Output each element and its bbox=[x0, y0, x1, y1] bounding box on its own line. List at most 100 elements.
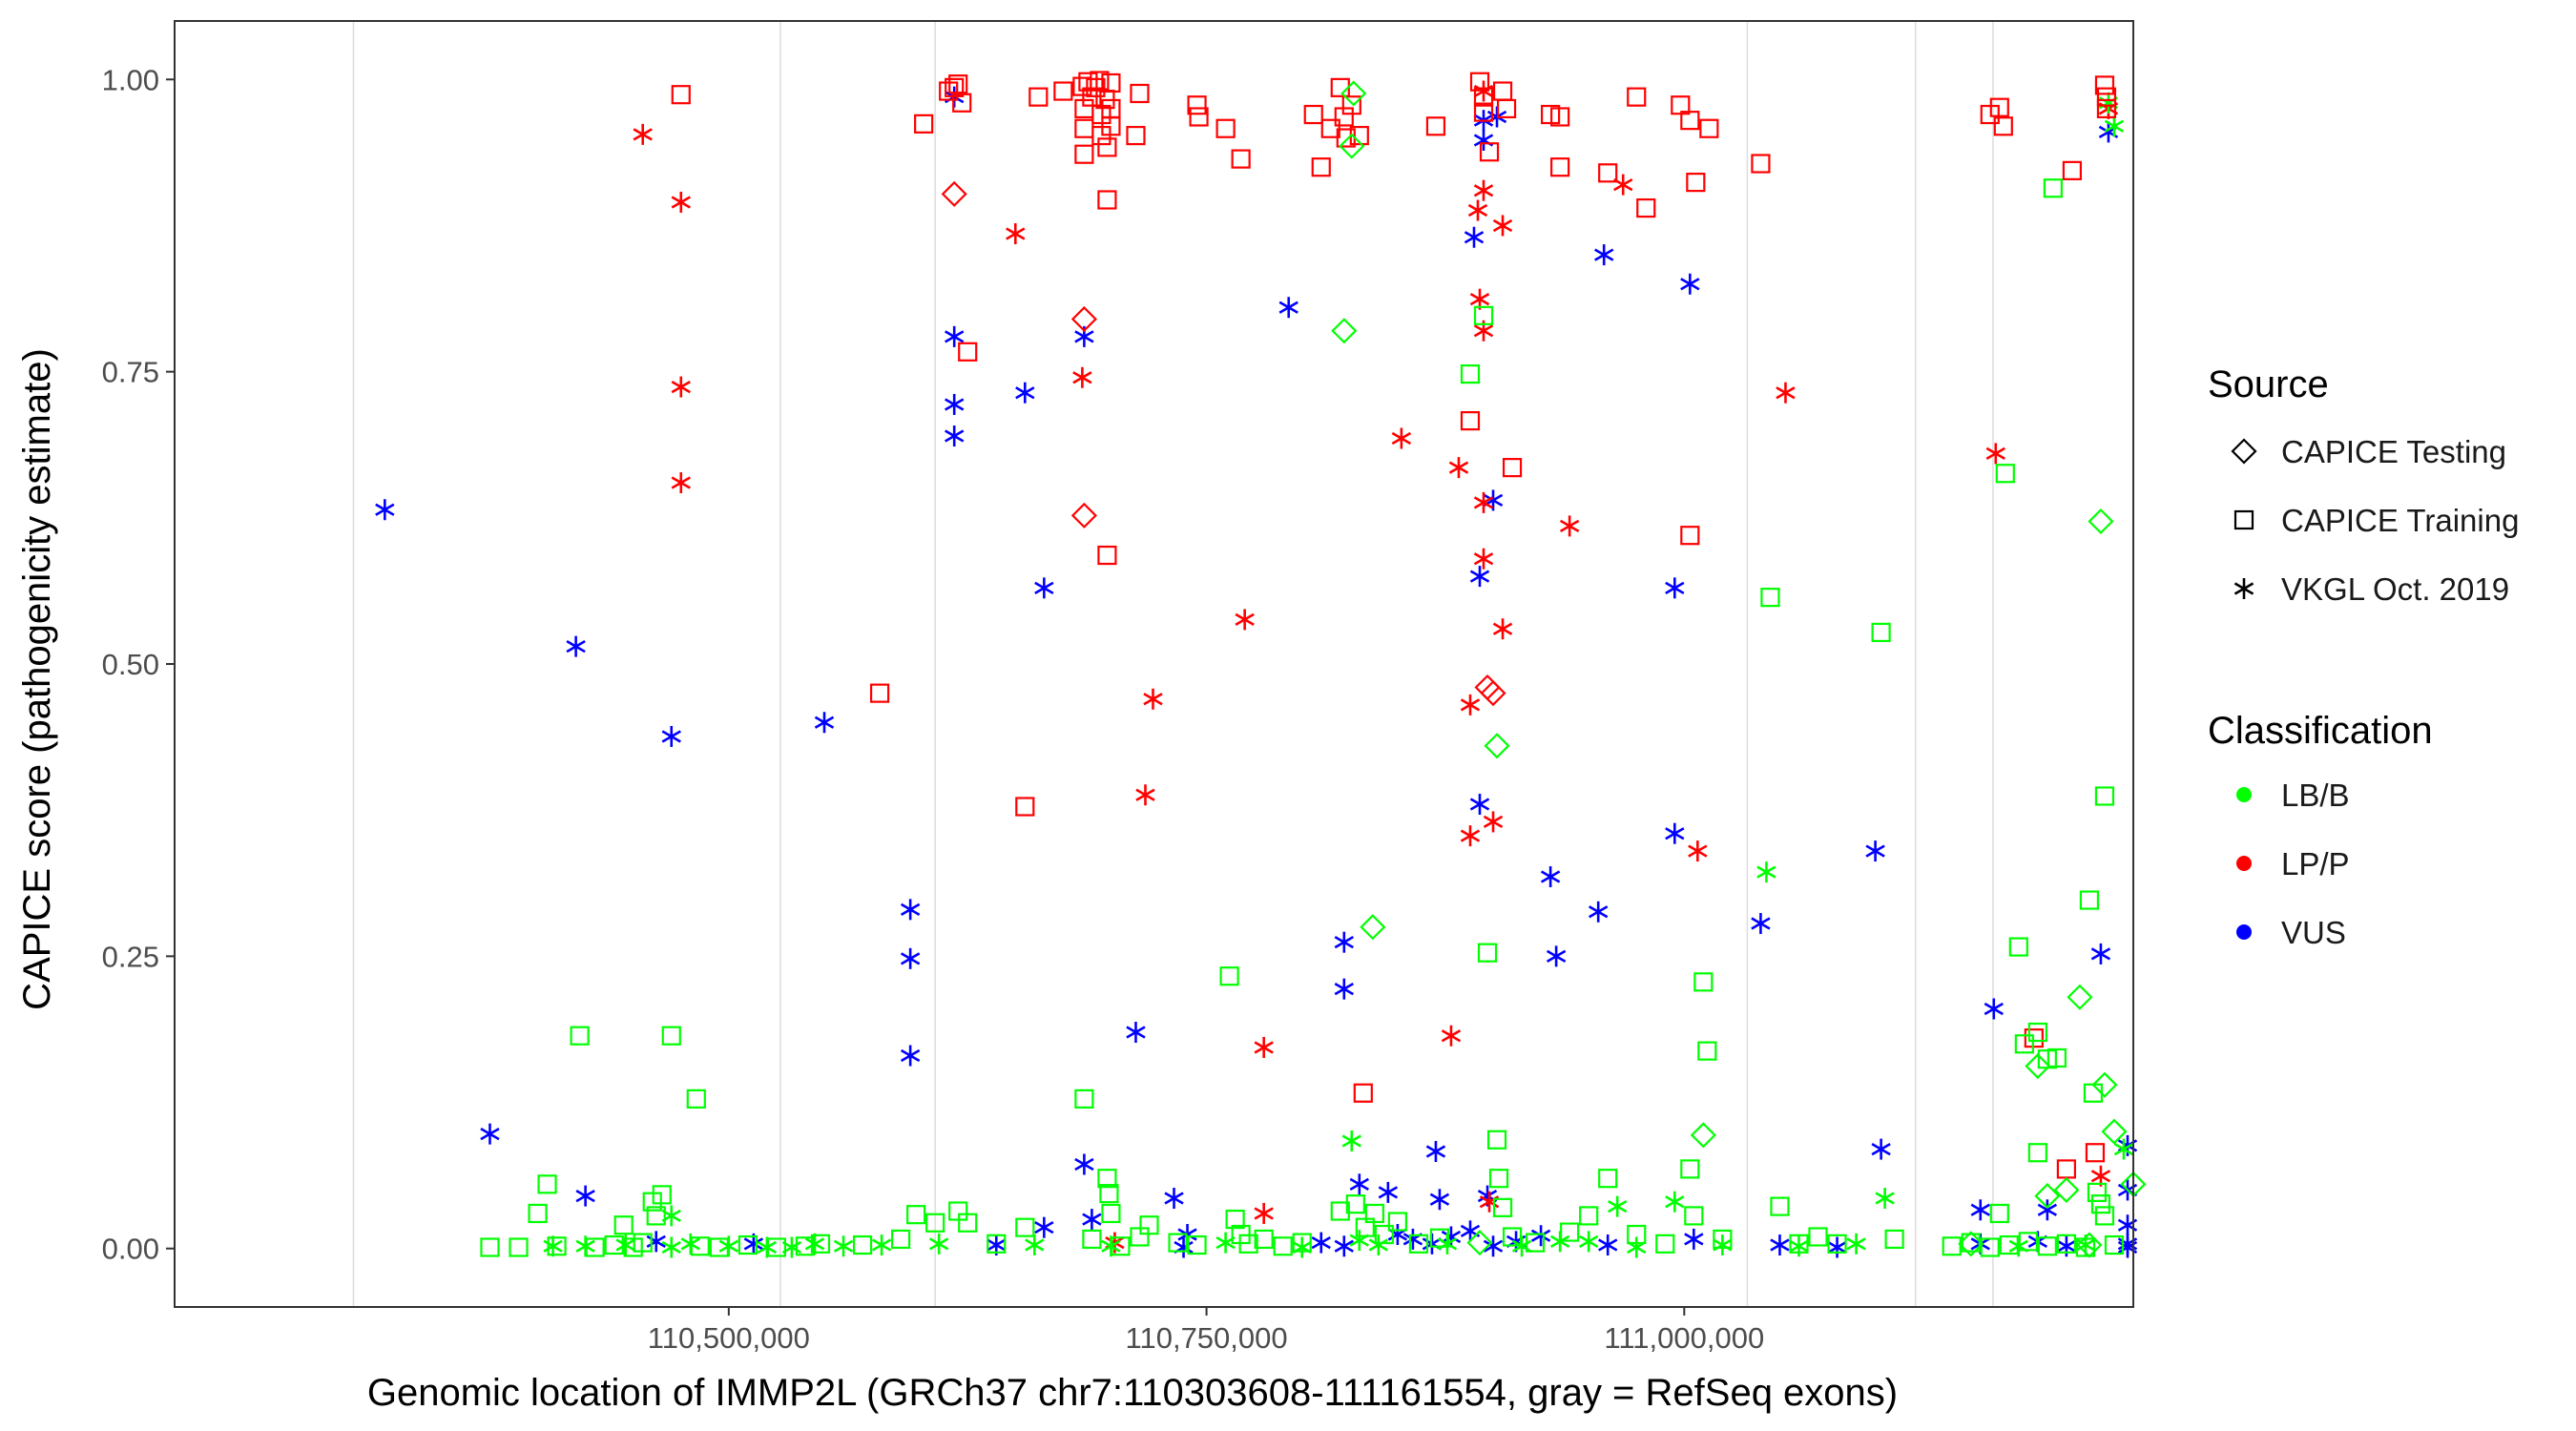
point-square-lbb bbox=[1015, 1217, 1035, 1237]
point-square-lbb bbox=[2027, 1022, 2047, 1043]
y-tick-label: 0.00 bbox=[102, 1233, 159, 1266]
point-square-lbb bbox=[1292, 1233, 1312, 1253]
point-square-lbb bbox=[570, 1026, 590, 1046]
point-square-lbb bbox=[1345, 1194, 1365, 1214]
point-asterisk-lpp bbox=[1448, 457, 1469, 479]
point-asterisk-vus bbox=[1429, 1189, 1450, 1211]
point-square-lpp bbox=[1469, 72, 1490, 92]
x-axis-title: Genomic location of IMMP2L (GRCh37 chr7:… bbox=[367, 1372, 1898, 1414]
legend-entry-lbb: LB/B bbox=[2281, 778, 2350, 813]
point-asterisk-vus bbox=[1278, 297, 1298, 319]
point-square-lbb bbox=[1693, 972, 1714, 992]
point-square-lbb bbox=[2014, 1034, 2034, 1054]
legend-key-asterisk bbox=[2233, 578, 2254, 599]
y-tick-label: 0.75 bbox=[102, 356, 159, 389]
point-asterisk-lbb bbox=[543, 1235, 563, 1257]
point-square-lpp bbox=[671, 85, 691, 105]
point-square-lbb bbox=[686, 1089, 706, 1109]
point-square-lbb bbox=[1374, 1224, 1394, 1245]
point-square-lbb bbox=[1713, 1229, 1733, 1250]
point-asterisk-vus bbox=[566, 635, 586, 657]
point-asterisk-lbb bbox=[661, 1236, 681, 1258]
point-square-lbb bbox=[2087, 1182, 2108, 1203]
point-square-lbb bbox=[585, 1237, 605, 1257]
exon-lines bbox=[352, 21, 1994, 1307]
point-asterisk-vus bbox=[1684, 1228, 1704, 1250]
point-asterisk-vus bbox=[1164, 1188, 1184, 1210]
point-square-lpp bbox=[1993, 116, 2013, 136]
point-asterisk-vus bbox=[2037, 1199, 2058, 1221]
point-diamond-lpp bbox=[1070, 502, 1097, 529]
point-square-lbb bbox=[2079, 890, 2100, 910]
point-square-lbb bbox=[1364, 1203, 1384, 1224]
x-tick-label: 110,500,000 bbox=[648, 1321, 810, 1355]
point-asterisk-vus bbox=[1594, 244, 1614, 266]
point-diamond-lbb bbox=[1484, 733, 1510, 759]
point-asterisk-vus bbox=[1425, 1141, 1446, 1163]
point-asterisk-lbb bbox=[1608, 1195, 1628, 1217]
point-asterisk-vus bbox=[900, 947, 921, 969]
point-asterisk-lpp bbox=[1985, 443, 2005, 465]
legend-key-square bbox=[2233, 509, 2254, 530]
point-square-lpp bbox=[1989, 97, 2009, 117]
legend-source-title: Source bbox=[2208, 363, 2329, 405]
point-asterisk-vus bbox=[1483, 1235, 1504, 1257]
point-square-lpp bbox=[869, 683, 890, 703]
point-asterisk-lpp bbox=[633, 123, 653, 145]
point-square-lbb bbox=[1111, 1236, 1131, 1256]
point-square-lbb bbox=[1486, 1130, 1507, 1150]
legend-classification-keys bbox=[2236, 787, 2252, 940]
legend-classification: Classification LB/B LP/P VUS bbox=[2208, 710, 2433, 950]
point-square-lbb bbox=[2094, 1206, 2115, 1226]
point-square-lpp bbox=[1015, 797, 1035, 817]
point-asterisk-vus bbox=[945, 425, 965, 447]
axes: 110,500,000 110,750,000 111,000,000 0.00 0.2… bbox=[102, 20, 2134, 1355]
point-square-lbb bbox=[661, 1026, 681, 1046]
point-asterisk-vus bbox=[1378, 1181, 1399, 1203]
point-square-lpp bbox=[1473, 102, 1494, 122]
point-square-lbb bbox=[690, 1236, 710, 1256]
point-square-lpp bbox=[1550, 157, 1570, 177]
point-square-lpp bbox=[2096, 98, 2117, 119]
point-asterisk-vus bbox=[1034, 577, 1054, 599]
point-square-lbb bbox=[1408, 1234, 1429, 1254]
point-square-lbb bbox=[2008, 937, 2028, 957]
point-square-lbb bbox=[1760, 588, 1780, 608]
legend-entry-vus: VUS bbox=[2281, 915, 2346, 950]
point-asterisk-vus bbox=[945, 393, 965, 415]
point-asterisk-vus bbox=[1589, 901, 1609, 923]
point-asterisk-vus bbox=[1441, 1226, 1462, 1248]
point-square-lbb bbox=[1101, 1203, 1121, 1224]
point-diamond-lpp bbox=[1070, 305, 1097, 333]
point-diamond-lbb bbox=[2088, 508, 2114, 535]
point-asterisk-lpp bbox=[1391, 427, 1412, 449]
point-diamond-lbb bbox=[2101, 1118, 2128, 1145]
legend-classification-title: Classification bbox=[2208, 710, 2433, 752]
point-asterisk-lpp bbox=[1492, 215, 1513, 237]
legend-entry-vkgl: VKGL Oct. 2019 bbox=[2281, 571, 2509, 607]
point-square-lpp bbox=[1686, 173, 1706, 193]
point-asterisk-lpp bbox=[1235, 609, 1255, 631]
point-square-lbb bbox=[2018, 1232, 2038, 1252]
point-asterisk-vus bbox=[1865, 840, 1885, 862]
point-asterisk-vus bbox=[646, 1231, 666, 1253]
point-square-lbb bbox=[1492, 1197, 1513, 1217]
point-asterisk-vus bbox=[814, 712, 835, 734]
point-asterisk-lbb bbox=[833, 1235, 854, 1257]
point-asterisk-vus bbox=[375, 499, 395, 521]
point-square-lpp bbox=[1502, 458, 1523, 478]
point-asterisk-lbb bbox=[871, 1234, 892, 1256]
point-asterisk-lpp bbox=[1467, 199, 1488, 221]
point-square-lbb bbox=[852, 1234, 873, 1255]
point-square-lbb bbox=[1097, 1169, 1117, 1189]
point-square-lpp bbox=[1473, 87, 1494, 107]
point-asterisk-vus bbox=[1598, 1234, 1618, 1256]
point-square-lbb bbox=[1488, 1169, 1509, 1189]
point-asterisk-lpp bbox=[1143, 688, 1163, 710]
point-asterisk-vus bbox=[1464, 226, 1485, 248]
point-square-lbb bbox=[1827, 1234, 1847, 1254]
point-diamond-lbb bbox=[1466, 1230, 1493, 1256]
point-square-lbb bbox=[613, 1215, 634, 1235]
point-square-lpp bbox=[1053, 81, 1073, 101]
point-square-lpp bbox=[1751, 154, 1771, 174]
